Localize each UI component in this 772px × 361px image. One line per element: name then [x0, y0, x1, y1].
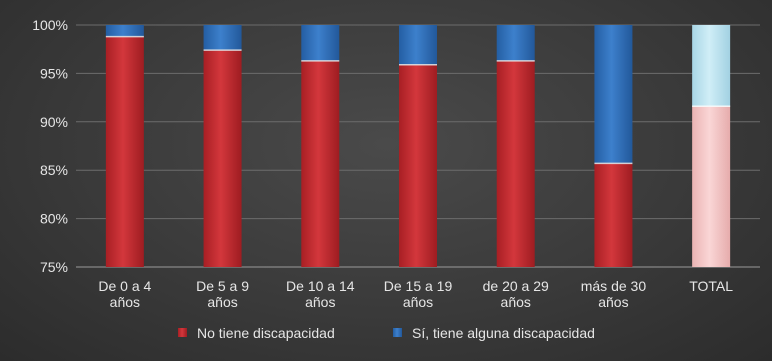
- y-tick-label: 95%: [40, 65, 68, 81]
- x-tick-label: años: [403, 294, 433, 310]
- y-tick-label: 75%: [40, 259, 68, 275]
- bar-si-discapacidad: [692, 25, 731, 107]
- legend-label: No tiene discapacidad: [197, 325, 335, 341]
- x-tick-label: TOTAL: [689, 278, 733, 294]
- legend-swatch: [393, 328, 402, 337]
- bar-no-discapacidad: [105, 36, 144, 268]
- x-tick-label: años: [110, 294, 140, 310]
- x-tick-label: años: [305, 294, 335, 310]
- legend: No tiene discapacidad Sí, tiene alguna di…: [178, 325, 595, 341]
- bar-no-discapacidad: [399, 64, 437, 267]
- x-tick-label: años: [207, 294, 237, 310]
- bar-si-discapacidad: [399, 25, 437, 65]
- y-tick-label: 85%: [40, 162, 68, 178]
- legend-label: Sí, tiene alguna discapacidad: [412, 325, 595, 341]
- y-tick-label: 90%: [40, 114, 68, 130]
- bar-no-discapacidad: [692, 106, 731, 267]
- bar-si-discapacidad: [203, 25, 242, 51]
- bar-si-discapacidad: [496, 25, 535, 61]
- y-axis: 75% 80% 85% 90% 95% 100%: [32, 17, 68, 275]
- x-tick-label: de 20 a 29: [483, 278, 549, 294]
- x-tick-label: De 0 a 4: [98, 278, 151, 294]
- bar-si-discapacidad: [301, 25, 340, 61]
- y-tick-label: 100%: [32, 17, 68, 33]
- bar-si-discapacidad: [105, 25, 144, 37]
- bars: [105, 25, 731, 268]
- x-tick-label: De 5 a 9: [196, 278, 249, 294]
- x-tick-label: De 10 a 14: [286, 278, 355, 294]
- x-tick-label: De 15 a 19: [384, 278, 453, 294]
- x-tick-label: años: [598, 294, 628, 310]
- x-tick-label: más de 30: [581, 278, 647, 294]
- legend-swatch: [178, 328, 187, 337]
- bar-no-discapacidad: [496, 60, 535, 267]
- bar-no-discapacidad: [301, 60, 340, 267]
- bar-no-discapacidad: [203, 50, 242, 267]
- bar-no-discapacidad: [594, 163, 633, 267]
- bar-si-discapacidad: [594, 25, 633, 164]
- y-tick-label: 80%: [40, 211, 68, 227]
- x-tick-label: años: [501, 294, 531, 310]
